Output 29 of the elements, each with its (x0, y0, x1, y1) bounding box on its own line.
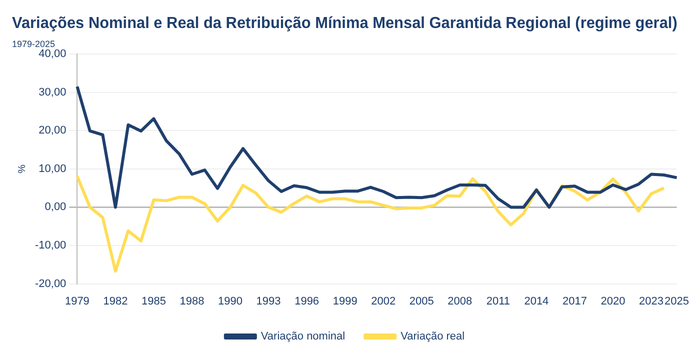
x-tick-label: 1993 (256, 295, 281, 308)
y-tick-label: 20,00 (38, 124, 66, 137)
y-tick-label: 0,00 (44, 201, 66, 214)
x-tick-label: 2011 (486, 295, 510, 308)
x-tick-label: 1982 (103, 295, 128, 308)
y-tick-label: -10,00 (34, 240, 66, 252)
legend-label: Variação nominal (260, 330, 346, 343)
y-tick-label: 40,00 (38, 48, 66, 60)
chart-title: Variações Nominal e Real da Retribuição Mínima Mensal Garantida Regional (regime geral) (12, 14, 678, 32)
legend-label: Variação real (400, 330, 465, 343)
x-tick-label: 1996 (294, 295, 320, 308)
y-tick-label: -20,00 (34, 278, 66, 290)
x-tick-label: 2008 (448, 295, 472, 308)
y-axis-title: % (16, 164, 28, 174)
x-tick-label: 1990 (218, 295, 243, 308)
x-tick-label: 2020 (600, 295, 626, 308)
x-tick-label: 2023 (639, 295, 664, 308)
x-tick-label: 2005 (409, 295, 434, 308)
x-tick-label: 1988 (180, 295, 204, 308)
y-tick-label: 10,00 (38, 162, 66, 175)
x-tick-label: 1985 (141, 295, 166, 308)
x-tick-label: 2002 (371, 295, 396, 308)
x-tick-label: 2014 (524, 295, 549, 308)
chart-subtitle: 1979-2025 (12, 39, 56, 50)
x-tick-label: 2017 (562, 295, 587, 308)
x-tick-label: 1999 (332, 295, 358, 308)
x-tick-label: 2025 (664, 295, 690, 308)
y-tick-label: 30,00 (38, 86, 66, 98)
x-tick-label: 1979 (64, 295, 90, 308)
